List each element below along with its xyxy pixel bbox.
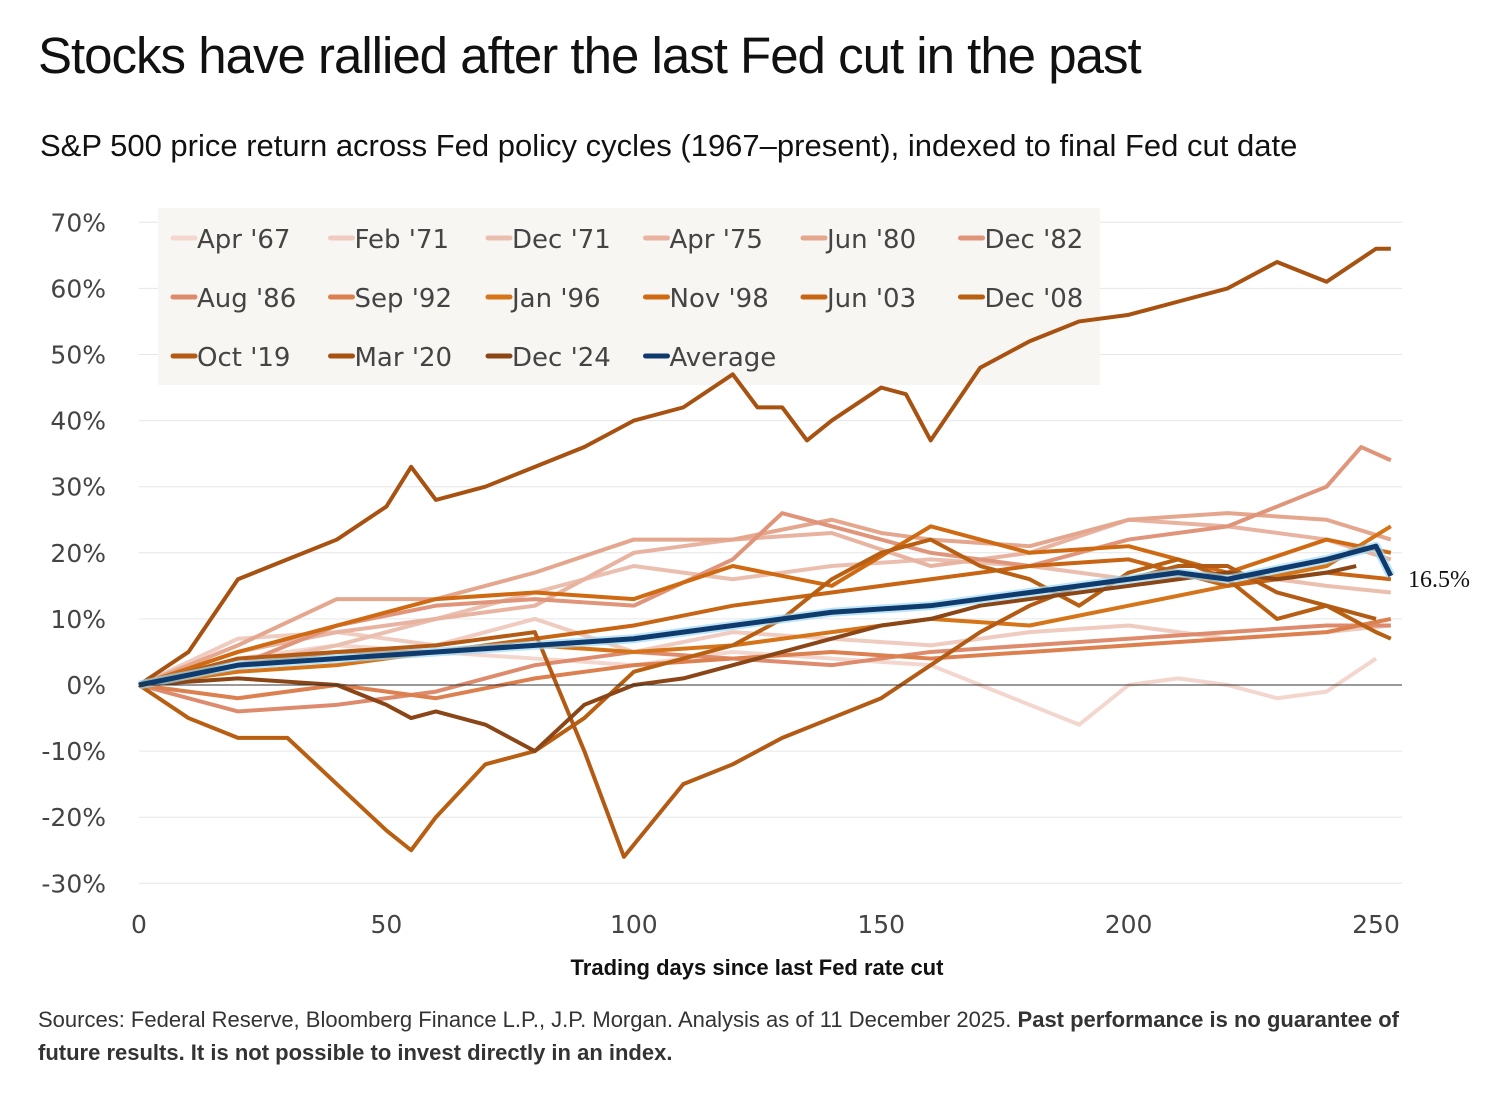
legend-label: Aug '86 [197,284,296,314]
legend-label: Dec '24 [512,343,611,373]
series-line-nov98 [138,524,1392,687]
legend-item: Sep '92 [328,284,453,314]
sources-text: Sources: Federal Reserve, Bloomberg Fina… [38,1007,1012,1032]
x-tick-label: 250 [1352,910,1400,939]
legend-label: Nov '98 [670,284,769,314]
legend-label: Jan '96 [510,284,601,314]
legend-item: Oct '19 [170,343,290,373]
x-tick-label: 0 [131,910,147,939]
legend-item: Apr '75 [643,225,763,255]
y-tick-label: 50% [50,341,106,370]
legend-item: Average [643,343,777,373]
legend-item: Nov '98 [643,284,769,314]
footer: Sources: Federal Reserve, Bloomberg Fina… [38,1003,1458,1069]
series-line-jan96 [138,524,1392,687]
x-tick-label: 100 [610,910,658,939]
series-line-feb71 [138,616,1392,687]
y-tick-label: -20% [41,803,106,832]
legend-item: Jun '80 [800,225,916,255]
chart-subtitle: S&P 500 price return across Fed policy c… [40,128,1298,163]
chart-title: Stocks have rallied after the last Fed c… [38,27,1142,84]
legend-item: Jan '96 [485,284,601,314]
legend-item: Dec '08 [958,284,1084,314]
legend-label: Dec '82 [985,225,1084,255]
y-tick-label: 60% [50,274,106,303]
legend-item: Apr '67 [170,225,290,255]
y-tick-label: 40% [50,407,106,436]
legend-label: Feb '71 [355,225,450,255]
end-value-label: 16.5% [1408,567,1470,593]
disclaimer-text: Past performance is no guarantee of futu… [38,1007,1399,1065]
series-line-oct19 [138,564,1377,859]
legend-item: Jun '03 [800,284,916,314]
legend-item: Dec '71 [485,225,611,255]
legend-item: Feb '71 [328,225,450,255]
y-tick-label: 30% [50,473,106,502]
series-line-dec24 [138,564,1357,754]
x-tick-label: 50 [370,910,402,939]
legend-label: Jun '03 [825,284,916,314]
y-tick-label: 20% [50,539,106,568]
series-line-sep92 [138,616,1392,701]
legend-label: Sep '92 [355,284,453,314]
x-tick-label: 150 [857,910,905,939]
y-tick-label: 10% [50,605,106,634]
x-tick-label: 200 [1105,910,1153,939]
legend-item: Dec '24 [485,343,611,373]
legend-background [158,208,1100,385]
series-line-aug86 [138,623,1391,714]
legend-label: Jun '80 [825,225,916,255]
legend-label: Average [670,343,777,373]
legend-label: Apr '67 [197,225,290,255]
legend-label: Oct '19 [197,343,290,373]
line-chart: -30% -20% -10% 0% 10% 20% 30% 40% 50% 60% 70% 0 50 10… [41,208,1470,980]
legend-label: Dec '08 [985,284,1084,314]
y-tick-label: 0% [66,671,106,700]
legend-label: Apr '75 [670,225,763,255]
legend-label: Dec '71 [512,225,611,255]
legend-item: Dec '82 [958,225,1084,255]
series-line-dec82 [138,445,1392,687]
legend-label: Mar '20 [355,343,453,373]
y-tick-label: -30% [41,869,106,898]
y-tick-label: -10% [41,737,106,766]
y-tick-label: 70% [50,208,106,237]
legend-item: Mar '20 [328,343,453,373]
series-line-apr75 [138,517,1392,687]
series-line-dec08 [137,537,1392,853]
series-line-average [138,543,1394,688]
x-axis-label: Trading days since last Fed rate cut [571,955,945,980]
series-line-mar20 [137,246,1391,687]
legend-item: Aug '86 [170,284,296,314]
series-line-jun80 [138,511,1392,687]
